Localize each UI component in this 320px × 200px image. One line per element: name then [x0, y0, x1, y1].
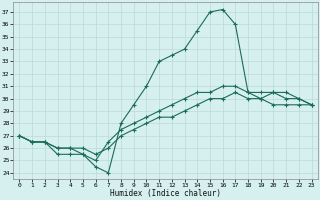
X-axis label: Humidex (Indice chaleur): Humidex (Indice chaleur): [110, 189, 221, 198]
